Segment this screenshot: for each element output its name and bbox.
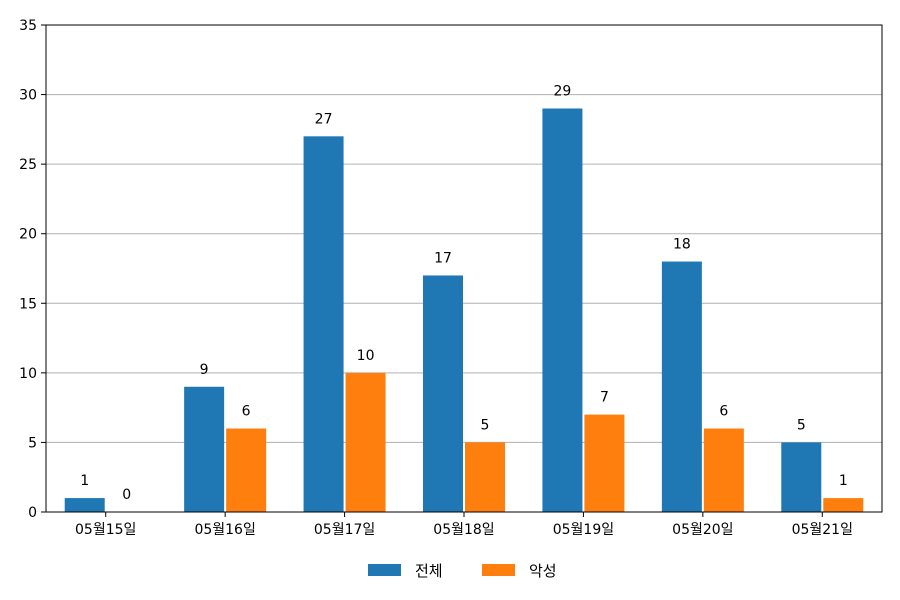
bar-total bbox=[64, 498, 105, 512]
plot-frame bbox=[45, 24, 883, 513]
bar-value-label: 27 bbox=[315, 111, 333, 127]
bar-value-label: 5 bbox=[481, 417, 490, 433]
bar-value-label: 5 bbox=[797, 417, 806, 433]
legend-label: 전체 bbox=[415, 562, 443, 580]
bar-total bbox=[303, 136, 344, 513]
bars bbox=[64, 108, 864, 513]
bar-value-label: 0 bbox=[122, 487, 131, 503]
bar-value-label: 6 bbox=[242, 404, 251, 420]
x-tick-label: 05월21일 bbox=[792, 522, 853, 538]
bar-value-label: 29 bbox=[554, 83, 572, 99]
bar-total bbox=[542, 108, 583, 512]
y-tick-label: 20 bbox=[19, 227, 37, 243]
grid-lines bbox=[46, 94, 882, 443]
legend-swatch bbox=[368, 564, 401, 576]
bar-malicious bbox=[584, 414, 625, 512]
x-tick-label: 05월15일 bbox=[75, 522, 136, 538]
bar-malicious bbox=[823, 498, 864, 512]
legend-label: 악성 bbox=[529, 562, 557, 580]
y-tick-label: 15 bbox=[19, 296, 37, 312]
x-tick-label: 05월16일 bbox=[194, 522, 255, 538]
bar-value-label: 1 bbox=[839, 473, 848, 489]
bar-value-label: 10 bbox=[357, 348, 375, 364]
bar-malicious bbox=[345, 372, 386, 512]
legend-swatch bbox=[482, 564, 515, 576]
bar-total bbox=[661, 261, 702, 512]
y-tick-label: 10 bbox=[19, 366, 37, 382]
y-tick-label: 30 bbox=[19, 88, 37, 104]
bar-total bbox=[781, 442, 822, 512]
bar-malicious bbox=[703, 428, 744, 512]
y-tick-label: 0 bbox=[28, 505, 37, 521]
bar-total bbox=[423, 275, 463, 512]
bar-value-label: 18 bbox=[673, 237, 691, 253]
bar-value-label: 6 bbox=[719, 404, 728, 420]
x-tick-label: 05월17일 bbox=[314, 522, 375, 538]
y-tick-label: 5 bbox=[28, 435, 37, 451]
y-tick-label: 35 bbox=[19, 18, 37, 34]
bar-value-label: 17 bbox=[434, 250, 452, 266]
y-tick-label: 25 bbox=[19, 157, 37, 173]
bar-malicious bbox=[226, 428, 267, 512]
bar-value-label: 9 bbox=[200, 362, 209, 378]
x-tick-label: 05월20일 bbox=[672, 522, 733, 538]
bar-value-label: 1 bbox=[80, 473, 89, 489]
bar-total bbox=[184, 386, 225, 512]
bar-malicious bbox=[465, 442, 505, 512]
x-tick-label: 05월19일 bbox=[553, 522, 614, 538]
legend: 전체 악성 bbox=[368, 562, 557, 580]
x-axis-ticks: 05월15일 05월16일 05월17일 05월18일 05월19일 05월20일 05월2… bbox=[75, 512, 853, 538]
bar-value-label: 7 bbox=[600, 390, 609, 406]
x-tick-label: 05월18일 bbox=[433, 522, 494, 538]
y-axis-ticks: 0 5 10 15 20 25 30 35 bbox=[19, 18, 46, 521]
